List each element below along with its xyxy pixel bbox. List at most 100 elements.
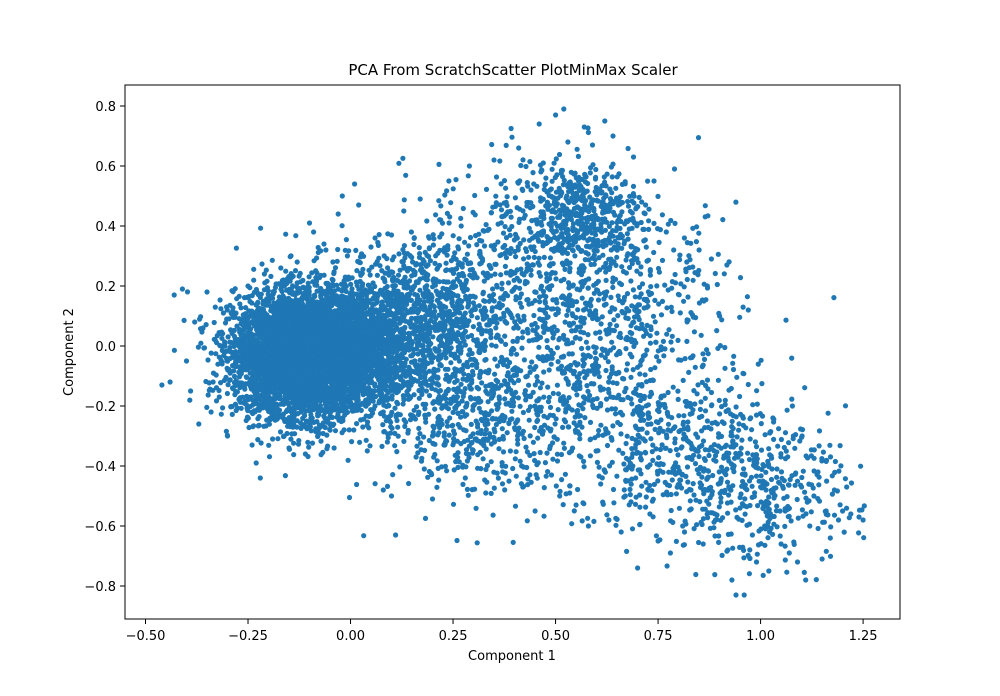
data-point: [311, 292, 318, 298]
data-point: [259, 261, 265, 267]
data-point: [222, 343, 228, 349]
data-point: [291, 393, 297, 399]
data-point: [210, 379, 216, 385]
data-point: [204, 404, 210, 410]
data-point: [306, 444, 312, 450]
data-point: [324, 446, 330, 452]
data-point: [232, 314, 238, 320]
data-point: [229, 411, 235, 417]
data-point: [208, 350, 214, 356]
data-point: [236, 342, 242, 348]
data-point: [294, 424, 300, 430]
data-point: [229, 288, 235, 294]
data-point: [291, 290, 297, 296]
data-point: [218, 411, 224, 417]
data-point: [316, 422, 322, 428]
plot-points: [159, 106, 867, 598]
data-point: [318, 293, 324, 299]
data-point: [304, 426, 310, 432]
data-point: [392, 443, 398, 449]
data-point: [288, 421, 294, 427]
data-point: [258, 440, 264, 446]
data-point: [358, 417, 364, 423]
data-point: [272, 412, 278, 418]
data-point: [243, 305, 249, 311]
data-point: [313, 426, 319, 432]
data-point: [211, 319, 217, 326]
data-point: [224, 390, 230, 397]
data-point: [245, 397, 251, 403]
data-point: [223, 428, 229, 434]
data-point: [309, 440, 316, 446]
data-point: [329, 281, 336, 287]
data-point: [243, 336, 249, 342]
data-point: [218, 357, 224, 363]
data-point: [317, 402, 323, 409]
data-point: [320, 420, 326, 426]
data-point: [316, 412, 322, 418]
data-point: [251, 266, 257, 272]
data-point: [219, 335, 225, 341]
data-point: [198, 340, 204, 346]
data-point: [231, 373, 238, 379]
data-point: [296, 339, 303, 345]
data-point: [250, 410, 256, 417]
data-point: [236, 316, 242, 322]
data-point: [266, 454, 273, 460]
data-point: [218, 306, 224, 312]
data-point: [281, 398, 287, 405]
data-point: [292, 268, 299, 274]
data-point: [206, 380, 212, 386]
data-point: [244, 341, 250, 347]
data-point: [344, 386, 350, 392]
data-point: [275, 436, 281, 442]
data-point: [205, 357, 211, 363]
data-point: [255, 416, 261, 422]
data-point: [227, 355, 233, 362]
data-point: [201, 345, 207, 351]
data-point: [233, 245, 239, 251]
data-point: [272, 417, 278, 423]
data-point: [301, 406, 307, 412]
data-point: [237, 395, 243, 401]
data-point: [306, 274, 312, 280]
data-point: [251, 289, 257, 295]
data-point: [213, 385, 220, 391]
data-point: [283, 268, 289, 274]
data-point: [224, 365, 230, 371]
data-point: [295, 441, 302, 447]
data-point: [238, 329, 245, 335]
data-point: [322, 424, 328, 431]
data-point: [228, 404, 234, 410]
data-point: [268, 273, 274, 279]
data-point: [212, 304, 218, 310]
data-point: [325, 280, 331, 286]
data-point: [279, 288, 285, 295]
data-point: [253, 374, 259, 380]
data-point: [251, 423, 257, 429]
data-point: [332, 265, 339, 271]
data-point: [277, 429, 284, 435]
data-point: [226, 316, 232, 322]
data-point: [213, 351, 219, 357]
data-point: [219, 329, 225, 335]
data-point: [358, 407, 364, 413]
data-point: [294, 404, 300, 410]
data-point: [291, 452, 297, 458]
data-point: [213, 372, 219, 378]
data-point: [213, 398, 220, 404]
data-point: [240, 312, 246, 318]
data-point: [307, 422, 313, 428]
data-point: [331, 269, 337, 275]
data-point: [238, 371, 244, 377]
data-point: [334, 282, 340, 288]
data-point: [288, 253, 294, 259]
data-point: [203, 322, 209, 328]
data-point: [275, 310, 281, 316]
data-point: [344, 253, 350, 259]
data-point: [270, 314, 277, 320]
data-point: [181, 317, 187, 323]
data-point: [220, 405, 226, 411]
data-point: [241, 295, 248, 301]
